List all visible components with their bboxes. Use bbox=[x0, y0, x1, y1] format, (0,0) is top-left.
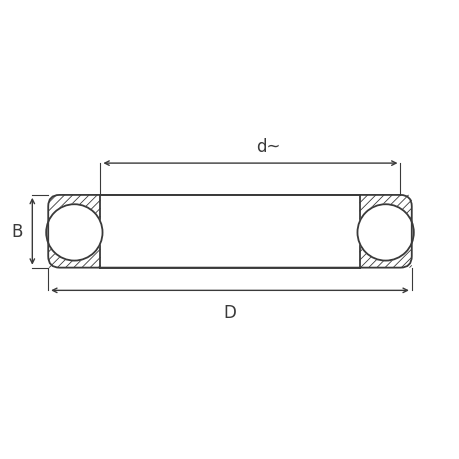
Text: B: B bbox=[11, 223, 22, 241]
FancyBboxPatch shape bbox=[48, 196, 411, 268]
Text: d~: d~ bbox=[256, 138, 280, 156]
Text: D: D bbox=[223, 303, 236, 321]
Circle shape bbox=[46, 205, 102, 261]
Circle shape bbox=[357, 205, 413, 261]
